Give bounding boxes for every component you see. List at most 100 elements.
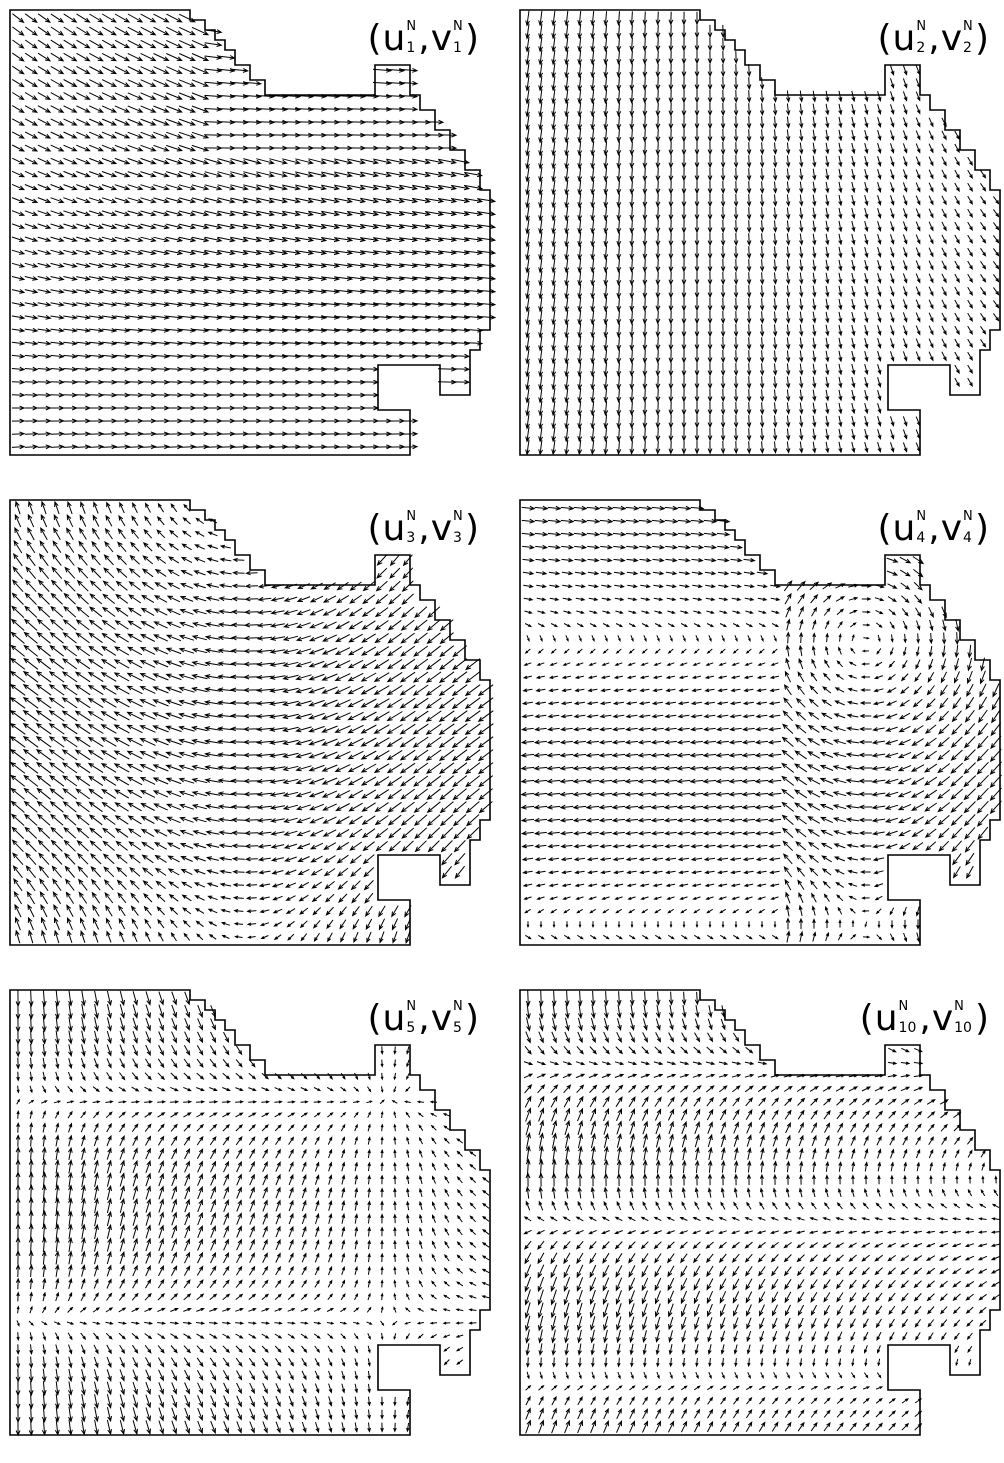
arrow	[355, 1214, 358, 1223]
arrow	[377, 581, 388, 590]
arrow	[692, 585, 701, 588]
arrow	[453, 724, 468, 735]
arrow	[617, 336, 621, 349]
arrow	[708, 259, 712, 271]
arrow	[902, 674, 908, 681]
arrow	[873, 832, 884, 836]
arrow	[115, 341, 130, 345]
arrow	[193, 792, 207, 796]
arrow	[653, 715, 664, 718]
arrow	[76, 432, 90, 436]
arrow	[850, 896, 857, 899]
arrow	[669, 77, 673, 90]
arrow	[144, 543, 152, 551]
arrow	[302, 1281, 307, 1288]
arrow	[526, 245, 530, 260]
arrow	[284, 636, 298, 640]
arrow	[630, 362, 634, 375]
arrow	[38, 393, 51, 397]
arrow	[77, 66, 90, 73]
arrow	[705, 585, 714, 588]
arrow	[313, 908, 320, 915]
arrow	[552, 323, 556, 337]
arrow	[51, 66, 63, 73]
arrow	[967, 684, 973, 696]
arrow	[878, 416, 881, 426]
arrow	[952, 750, 963, 760]
arrow	[362, 738, 377, 746]
arrow	[551, 897, 558, 900]
arrow	[695, 142, 699, 154]
arrow	[29, 1030, 33, 1043]
arrow	[25, 633, 38, 644]
arrow	[289, 1188, 293, 1198]
arrow	[900, 570, 910, 576]
arrow	[721, 285, 725, 297]
arrow	[455, 853, 465, 864]
arrow	[966, 710, 975, 721]
arrow	[79, 542, 87, 553]
arrow	[549, 572, 559, 575]
arrow	[916, 261, 920, 270]
arrow	[43, 1058, 46, 1068]
arrow	[315, 933, 320, 941]
arrow	[483, 1217, 489, 1222]
arrow	[237, 1213, 242, 1224]
arrow	[744, 871, 753, 874]
label-superscript: N	[406, 19, 416, 34]
arrow	[157, 543, 166, 550]
arrow	[324, 609, 337, 615]
arrow	[441, 633, 454, 644]
arrow	[561, 805, 573, 809]
arrow	[38, 40, 50, 48]
arrow	[838, 908, 841, 915]
arrow	[315, 1240, 318, 1249]
arrow	[392, 906, 398, 917]
arrow	[76, 659, 90, 669]
arrow	[929, 170, 933, 179]
arrow	[666, 871, 675, 874]
arrow	[102, 67, 116, 74]
arrow	[427, 711, 442, 721]
arrow	[669, 363, 673, 376]
arrow	[643, 116, 647, 129]
arrow	[603, 897, 610, 900]
arrow	[15, 528, 21, 540]
arrow	[526, 180, 530, 195]
arrow	[891, 634, 893, 641]
arrow	[652, 805, 664, 809]
arrow	[721, 116, 725, 128]
arrow	[523, 559, 534, 562]
arrow	[43, 1112, 46, 1119]
arrow	[613, 727, 624, 731]
arrow	[302, 1188, 306, 1198]
arrow	[427, 763, 441, 773]
arrow	[53, 554, 62, 565]
arrow	[836, 688, 844, 692]
arrow	[903, 351, 907, 360]
arrow	[349, 673, 364, 680]
arrow	[159, 1226, 164, 1239]
arrow	[695, 129, 699, 141]
arrow	[115, 445, 130, 449]
arrow	[968, 352, 973, 360]
arrow	[786, 325, 790, 336]
arrow	[589, 598, 597, 601]
arrow	[796, 725, 806, 733]
arrow	[50, 659, 64, 669]
arrow	[747, 233, 751, 245]
arrow	[878, 91, 881, 101]
arrow	[760, 103, 764, 114]
arrow	[644, 921, 646, 927]
arrow	[604, 649, 609, 653]
arrow	[143, 855, 154, 863]
arrow	[565, 284, 569, 298]
arrow	[552, 649, 557, 653]
arrow	[783, 711, 792, 721]
arrow	[341, 1113, 346, 1117]
arrow	[968, 287, 973, 295]
arrow	[940, 698, 948, 708]
arrow	[275, 1088, 282, 1091]
arrow	[826, 299, 829, 309]
arrow	[642, 663, 649, 666]
